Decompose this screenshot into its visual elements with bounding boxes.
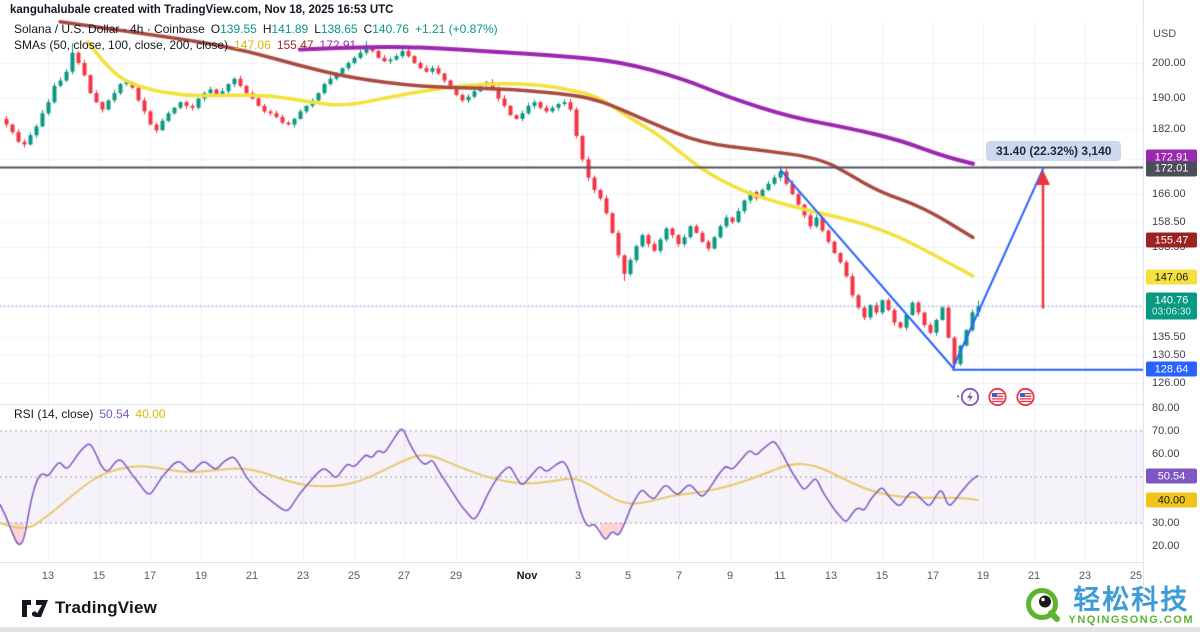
time-tick-label: 17 [926, 570, 940, 582]
chart-event-icons [956, 387, 1036, 407]
price-change: +1.21 (+0.87%) [414, 22, 498, 36]
ohlc-low: L138.65 [314, 22, 358, 36]
price-tick-label: 80.00 [1152, 402, 1180, 414]
time-tick-label: 19 [976, 570, 990, 582]
price-badge-40.00: 40.00 [1146, 492, 1197, 508]
time-axis[interactable]: 13 15 17 19 21 23 25 27 29 Nov 3 5 7 9 11 13 15 17 19 21 23 2… [0, 562, 1143, 591]
time-tick-label: 23 [1078, 570, 1092, 582]
ohlc-close: C140.76 [363, 22, 409, 36]
time-tick-label: Nov [516, 570, 538, 582]
time-tick-label: 13 [824, 570, 838, 582]
price-tick-label: 182.00 [1152, 123, 1186, 135]
sma200-value: 172.91 [319, 38, 357, 52]
attribution-text: kanguhalubale created with TradingView.c… [10, 4, 394, 16]
footer-bar: TradingView 轻松科技 YNQINGSONG.COM [0, 586, 1200, 627]
price-tick-label: 158.50 [1152, 216, 1186, 228]
price-tick-label: 60.00 [1152, 448, 1180, 460]
time-tick-label: 15 [875, 570, 889, 582]
price-axis[interactable]: USD 200.00190.00182.00166.00158.50153.50… [1143, 0, 1200, 590]
sma50-value: 147.06 [234, 38, 271, 52]
price-badge-140.76: 140.76 03:06:30 [1146, 292, 1197, 320]
price-chart-canvas[interactable] [0, 0, 1143, 562]
symbol-legend-row: Solana / U.S. Dollar · 4h · Coinbase O13… [14, 22, 498, 36]
price-badge-172.01: 172.01 [1146, 161, 1197, 176]
time-tick-label: 19 [194, 570, 208, 582]
time-tick-label: 7 [675, 570, 683, 582]
ohlc-high: H141.89 [262, 22, 309, 36]
price-tick-label: 200.00 [1152, 57, 1186, 69]
measure-annotation[interactable]: 31.40 (22.32%) 3,140 [986, 141, 1122, 161]
rsi-value: 50.54 [99, 407, 130, 421]
time-tick-label: 27 [397, 570, 411, 582]
sma-legend-row: SMAs (50, close, 100, close, 200, close)… [14, 38, 356, 52]
time-tick-label: 13 [41, 570, 55, 582]
brand-logo-icon [1026, 588, 1061, 622]
time-tick-label: 25 [347, 570, 361, 582]
time-tick-label: 23 [296, 570, 310, 582]
time-tick-label: 29 [449, 570, 463, 582]
price-badge-147.06: 147.06 [1146, 269, 1197, 285]
bottom-strip [0, 627, 1200, 632]
sma-label[interactable]: SMAs (50, close, 100, close, 200, close) [14, 38, 229, 52]
price-tick-label: 130.50 [1152, 349, 1186, 361]
sma100-value: 155.47 [276, 38, 314, 52]
time-tick-label: 21 [245, 570, 259, 582]
price-badge-155.47: 155.47 [1146, 232, 1197, 248]
tradingview-logo-icon [22, 599, 48, 617]
time-tick-label: 3 [574, 570, 582, 582]
tradingview-logo[interactable]: TradingView [22, 598, 157, 618]
price-tick-label: 126.00 [1152, 377, 1186, 389]
us-flag-event-icon[interactable] [987, 387, 1008, 407]
brand-name-cn: 轻松科技 [1073, 584, 1190, 615]
lightning-event-icon[interactable] [956, 387, 980, 407]
time-tick-label: 15 [92, 570, 106, 582]
price-tick-label: 135.50 [1152, 331, 1186, 343]
brand-domain: YNQINGSONG.COM [1068, 613, 1194, 626]
time-tick-label: 25 [1129, 570, 1143, 582]
rsi-legend-row: RSI (14, close) 50.54 40.00 [14, 407, 165, 421]
price-tick-label: 20.00 [1152, 540, 1180, 552]
brand-watermark[interactable]: 轻松科技 YNQINGSONG.COM [1023, 586, 1194, 626]
symbol-title[interactable]: Solana / U.S. Dollar · 4h · Coinbase [14, 22, 205, 36]
rsi-label[interactable]: RSI (14, close) [14, 407, 94, 421]
price-tick-label: 190.00 [1152, 92, 1186, 104]
tradingview-logo-text: TradingView [55, 598, 158, 617]
price-badge-128.64: 128.64 [1146, 361, 1197, 377]
us-flag-event-icon-2[interactable] [1015, 387, 1036, 407]
ohlc-open: O139.55 [210, 22, 257, 36]
time-tick-label: 17 [143, 570, 157, 582]
price-tick-label: 166.00 [1152, 188, 1186, 200]
brand-text-block: 轻松科技 YNQINGSONG.COM [1068, 584, 1194, 626]
price-tick-label: 30.00 [1152, 517, 1180, 529]
rsi-ma-value: 40.00 [135, 407, 166, 421]
price-badge-50.54: 50.54 [1146, 468, 1197, 484]
time-tick-label: 9 [726, 570, 734, 582]
time-tick-label: 21 [1027, 570, 1041, 582]
price-badge-172.91: 172.91 [1146, 149, 1197, 165]
price-tick-label: 70.00 [1152, 425, 1180, 437]
currency-label: USD [1153, 28, 1177, 40]
time-tick-label: 5 [624, 570, 632, 582]
time-tick-label: 11 [774, 570, 786, 582]
